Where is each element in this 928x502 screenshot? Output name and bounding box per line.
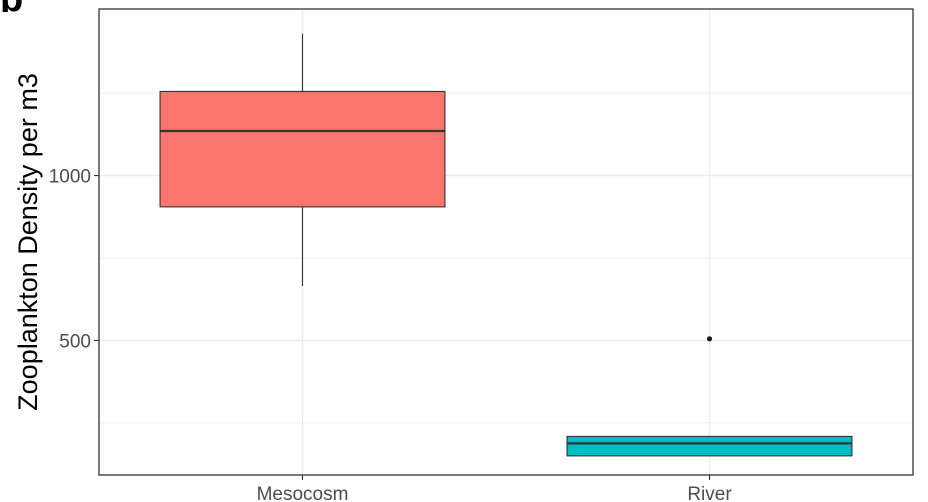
y-tick-label: 500 [59, 331, 91, 352]
plot-border [98, 8, 914, 476]
box-river [566, 336, 853, 457]
y-tick-label: 1000 [49, 167, 91, 188]
grid-lines [99, 9, 913, 475]
chart-title-fragment: p [0, 0, 38, 12]
boxplot-series [159, 33, 853, 457]
axis-ticks: 500 1000 Mesocosm River [49, 167, 733, 502]
x-tick-label: Mesocosm [257, 484, 349, 502]
box-mesocosm [159, 33, 446, 287]
x-tick-label: River [687, 484, 732, 502]
outlier-point [706, 336, 713, 342]
y-axis-title: Zooplankton Density per m3 [13, 73, 43, 411]
box-iqr [159, 90, 446, 208]
box-iqr [566, 435, 853, 457]
plot-panel [99, 9, 913, 475]
